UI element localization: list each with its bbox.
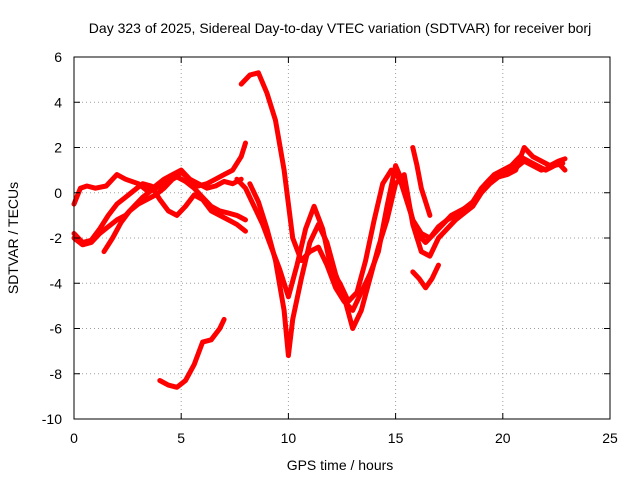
x-tick-label: 10: [281, 430, 297, 446]
y-tick-label: -10: [42, 411, 62, 427]
y-tick-label: 6: [54, 49, 62, 65]
series-track-h: [247, 145, 568, 359]
series-track-b: [71, 181, 248, 245]
series-track-e: [157, 316, 227, 390]
y-tick-label: 0: [54, 185, 62, 201]
grid-lines: [74, 57, 610, 419]
x-tick-label: 0: [70, 430, 78, 446]
x-axis-label: GPS time / hours: [287, 457, 394, 473]
y-tick-label: -8: [50, 366, 63, 382]
series-track-i: [410, 145, 433, 218]
x-tick-label: 20: [495, 430, 511, 446]
series-track-j: [410, 262, 441, 291]
y-tick-label: -2: [50, 230, 63, 246]
y-tick-label: -6: [50, 321, 63, 337]
series-track-c: [71, 174, 248, 248]
x-tick-label: 5: [177, 430, 185, 446]
y-axis-label: SDTVAR / TECUs: [5, 182, 21, 294]
chart-title: Day 323 of 2025, Sidereal Day-to-day VTE…: [89, 20, 591, 36]
y-tick-label: -4: [50, 275, 63, 291]
y-axis-ticks: -10 -8 -6 -4 -2 0 2 4 6: [42, 49, 610, 427]
series-track-a: [71, 167, 244, 207]
x-tick-label: 15: [388, 430, 404, 446]
series-layer: [71, 70, 568, 390]
series-track-d: [101, 140, 248, 255]
y-tick-label: 4: [54, 94, 62, 110]
x-axis-ticks: 0 5 10 15 20 25: [70, 57, 618, 446]
y-tick-label: 2: [54, 140, 62, 156]
x-tick-label: 25: [602, 430, 618, 446]
